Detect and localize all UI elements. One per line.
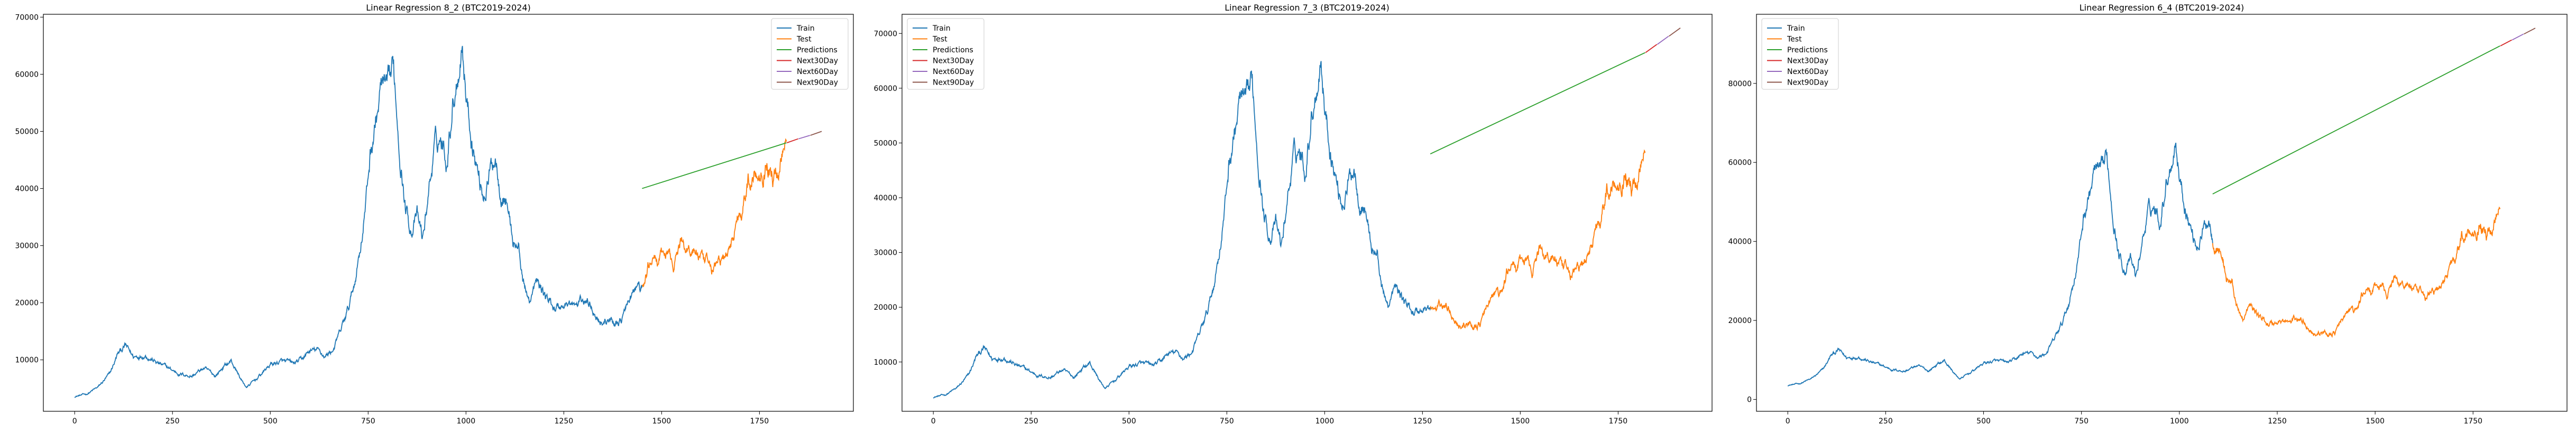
y-tick-label: 30000 — [15, 242, 39, 251]
y-tick-label: 70000 — [873, 30, 897, 38]
test-line — [2212, 206, 2501, 338]
x-tick-label: 1750 — [2463, 417, 2482, 426]
legend-label: Next30Day — [797, 57, 838, 66]
x-tick-label: 500 — [1122, 417, 1136, 426]
next90-line — [810, 131, 822, 136]
x-tick-label: 1250 — [555, 417, 574, 426]
plot-frame — [901, 14, 1713, 412]
x-tick-label: 1000 — [456, 417, 475, 426]
predictions-line — [642, 142, 787, 189]
legend-label: Predictions — [797, 46, 838, 54]
chart-panel-2: Linear Regression 7_3 (BTC2019-2024) 0 250… — [873, 3, 1713, 426]
x-tick-label: 750 — [361, 417, 375, 426]
x-tick-label: 750 — [2074, 417, 2089, 426]
legend-label: Next30Day — [933, 57, 974, 66]
x-tick-label: 1500 — [1511, 417, 1530, 426]
x-tick-label: 1750 — [750, 417, 769, 426]
legend: Train Test Predictions Next30Day Next60Day Ne… — [771, 18, 849, 90]
y-tick-label: 20000 — [15, 299, 39, 308]
legend: Train Test Predictions Next30Day Next60Day Ne… — [907, 18, 985, 90]
legend-label: Test — [932, 35, 947, 44]
x-tick-label: 0 — [931, 417, 936, 426]
legend-label: Test — [796, 35, 812, 44]
predictions-line — [1430, 52, 1645, 154]
y-tick-label: 40000 — [1728, 238, 1752, 246]
x-tick-label: 250 — [1024, 417, 1038, 426]
x-tick-label: 250 — [165, 417, 180, 426]
y-tick-label: 10000 — [873, 358, 897, 367]
x-tick-label: 500 — [263, 417, 278, 426]
y-tick-label: 60000 — [873, 85, 897, 93]
y-tick-label: 80000 — [1728, 80, 1752, 88]
legend-label: Next90Day — [933, 79, 974, 87]
legend-label: Next90Day — [1787, 79, 1828, 87]
y-tick-label: 0 — [1747, 396, 1752, 404]
chart-title: Linear Regression 8_2 (BTC2019-2024) — [366, 3, 531, 13]
legend-label: Train — [796, 24, 815, 33]
next60-line — [2511, 33, 2524, 41]
y-tick-label: 60000 — [1728, 159, 1752, 167]
x-tick-label: 1500 — [652, 417, 671, 426]
next90-line — [1669, 27, 1681, 37]
y-tick-label: 40000 — [15, 185, 39, 193]
y-tick-label: 70000 — [15, 13, 39, 22]
train-line — [74, 45, 643, 398]
chart-title: Linear Regression 6_4 (BTC2019-2024) — [2080, 3, 2244, 13]
legend-label: Train — [1787, 24, 1805, 33]
legend: Train Test Predictions Next30Day Next60Day Ne… — [1761, 18, 1839, 90]
next30-line — [1645, 44, 1658, 53]
x-tick-label: 750 — [1220, 417, 1234, 426]
x-tick-label: 0 — [72, 417, 77, 426]
predictions-line — [2212, 45, 2500, 195]
legend-label: Next90Day — [797, 79, 838, 87]
y-tick-label: 40000 — [873, 194, 897, 202]
next60-line — [1657, 35, 1669, 45]
y-tick-label: 20000 — [1728, 317, 1752, 325]
chart-panel-3: Linear Regression 6_4 (BTC2019-2024) 0 250… — [1728, 3, 2568, 426]
y-tick-label: 50000 — [15, 128, 39, 136]
x-tick-label: 1250 — [1413, 417, 1432, 426]
legend-label: Next60Day — [933, 68, 974, 76]
x-tick-label: 1000 — [1315, 417, 1334, 426]
plot-frame — [1756, 14, 2568, 412]
y-tick-label: 20000 — [873, 303, 897, 312]
legend-label: Train — [932, 24, 951, 33]
x-tick-label: 1000 — [2170, 417, 2189, 426]
y-tick-label: 30000 — [873, 249, 897, 257]
next30-line — [2500, 39, 2512, 47]
train-line — [933, 61, 1431, 399]
x-tick-label: 1250 — [2268, 417, 2287, 426]
chart-panel-1: Linear Regression 8_2 (BTC2019-2024) 0 250… — [15, 3, 854, 426]
x-tick-label: 1750 — [1609, 417, 1628, 426]
legend-label: Next60Day — [1787, 68, 1828, 76]
x-tick-label: 250 — [1879, 417, 1893, 426]
y-tick-label: 10000 — [15, 356, 39, 365]
next60-line — [798, 135, 811, 140]
y-tick-label: 50000 — [873, 139, 897, 147]
x-tick-label: 500 — [1976, 417, 1991, 426]
next90-line — [2524, 27, 2536, 35]
x-tick-label: 0 — [1786, 417, 1790, 426]
plot-frame — [43, 14, 854, 412]
test-line — [1430, 149, 1646, 331]
test-line — [641, 138, 787, 288]
y-tick-label: 60000 — [15, 70, 39, 79]
legend-label: Test — [1787, 35, 1802, 44]
next30-line — [786, 138, 798, 143]
legend-label: Predictions — [1787, 46, 1828, 54]
legend-label: Next30Day — [1787, 57, 1828, 66]
x-tick-label: 1500 — [2366, 417, 2385, 426]
train-line — [1787, 142, 2213, 386]
legend-label: Predictions — [933, 46, 973, 54]
legend-label: Next60Day — [797, 68, 838, 76]
chart-title: Linear Regression 7_3 (BTC2019-2024) — [1225, 3, 1390, 13]
